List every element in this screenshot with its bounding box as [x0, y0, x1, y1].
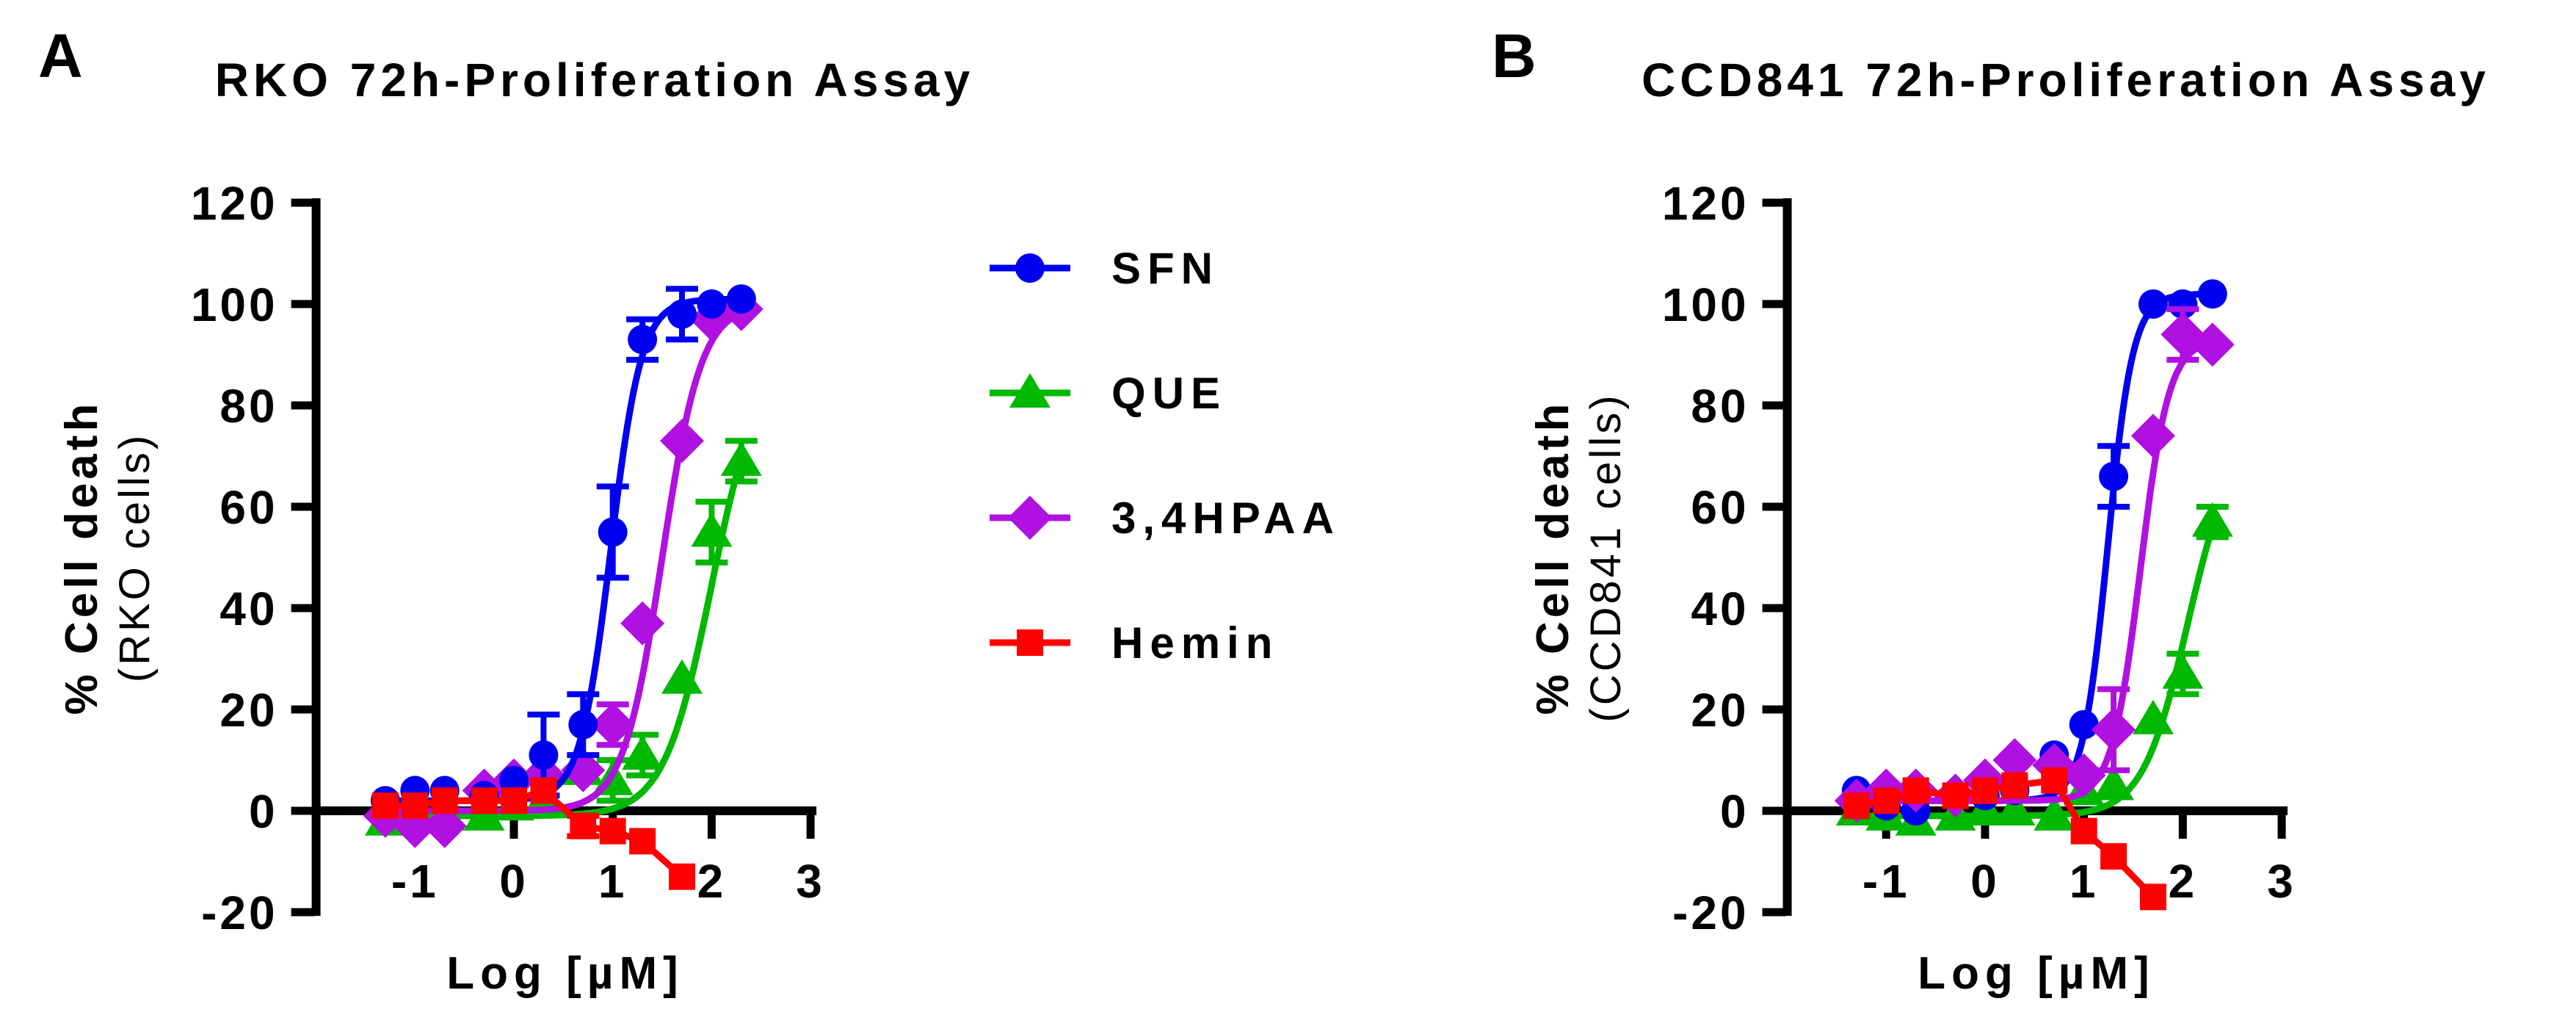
hpaa-diamond-icon	[990, 496, 1070, 540]
panel-a-title: RKO 72h-Proliferation Assay	[214, 54, 975, 106]
svg-text:1: 1	[598, 855, 628, 908]
svg-text:0: 0	[249, 785, 278, 838]
svg-text:80: 80	[219, 380, 277, 433]
legend-item-34hpaa: 3,4HPAA	[982, 481, 1340, 554]
legend-label: 3,4HPAA	[1111, 493, 1340, 543]
legend-item-hemin: Hemin	[982, 606, 1340, 679]
svg-text:20: 20	[219, 684, 277, 737]
legend-label: Hemin	[1111, 618, 1280, 668]
legend-item-sfn: SFN	[982, 231, 1340, 305]
svg-text:0: 0	[1970, 855, 2000, 908]
svg-text:20: 20	[1691, 684, 1749, 737]
hemin-square-icon	[990, 629, 1070, 656]
svg-text:2: 2	[697, 855, 727, 908]
legend-label: QUE	[1111, 368, 1227, 418]
svg-text:80: 80	[1691, 380, 1749, 433]
svg-text:2: 2	[2169, 855, 2198, 908]
svg-text:100: 100	[1662, 278, 1749, 331]
svg-text:-1: -1	[391, 855, 439, 908]
svg-text:120: 120	[191, 177, 278, 230]
panel-b-letter: B	[1492, 21, 1536, 90]
panel-b-x-axis-label: Log [µM]	[1918, 948, 2155, 999]
panel-a-x-axis-label: Log [µM]	[446, 948, 684, 999]
legend: SFN QUE 3,4HPAA Hemin	[982, 231, 1340, 731]
svg-text:1: 1	[2069, 855, 2099, 908]
que-triangle-icon	[990, 373, 1070, 408]
svg-text:-20: -20	[1672, 886, 1749, 939]
legend-item-que: QUE	[982, 356, 1340, 430]
svg-text:120: 120	[1662, 177, 1749, 230]
svg-text:100: 100	[191, 278, 278, 331]
svg-text:-20: -20	[201, 886, 278, 939]
svg-text:60: 60	[1691, 481, 1749, 534]
panel-b-title: CCD841 72h-Proliferation Assay	[1641, 54, 2490, 106]
svg-text:40: 40	[219, 582, 277, 635]
legend-label: SFN	[1111, 243, 1219, 293]
svg-text:40: 40	[1691, 582, 1749, 635]
svg-text:3: 3	[2267, 855, 2296, 908]
svg-text:-1: -1	[1862, 855, 1910, 908]
svg-text:60: 60	[219, 481, 277, 534]
svg-text:0: 0	[499, 855, 529, 908]
svg-text:0: 0	[1720, 785, 1749, 838]
panel-a-letter: A	[38, 21, 83, 90]
sfn-circle-icon	[990, 253, 1070, 283]
svg-text:3: 3	[796, 855, 825, 908]
